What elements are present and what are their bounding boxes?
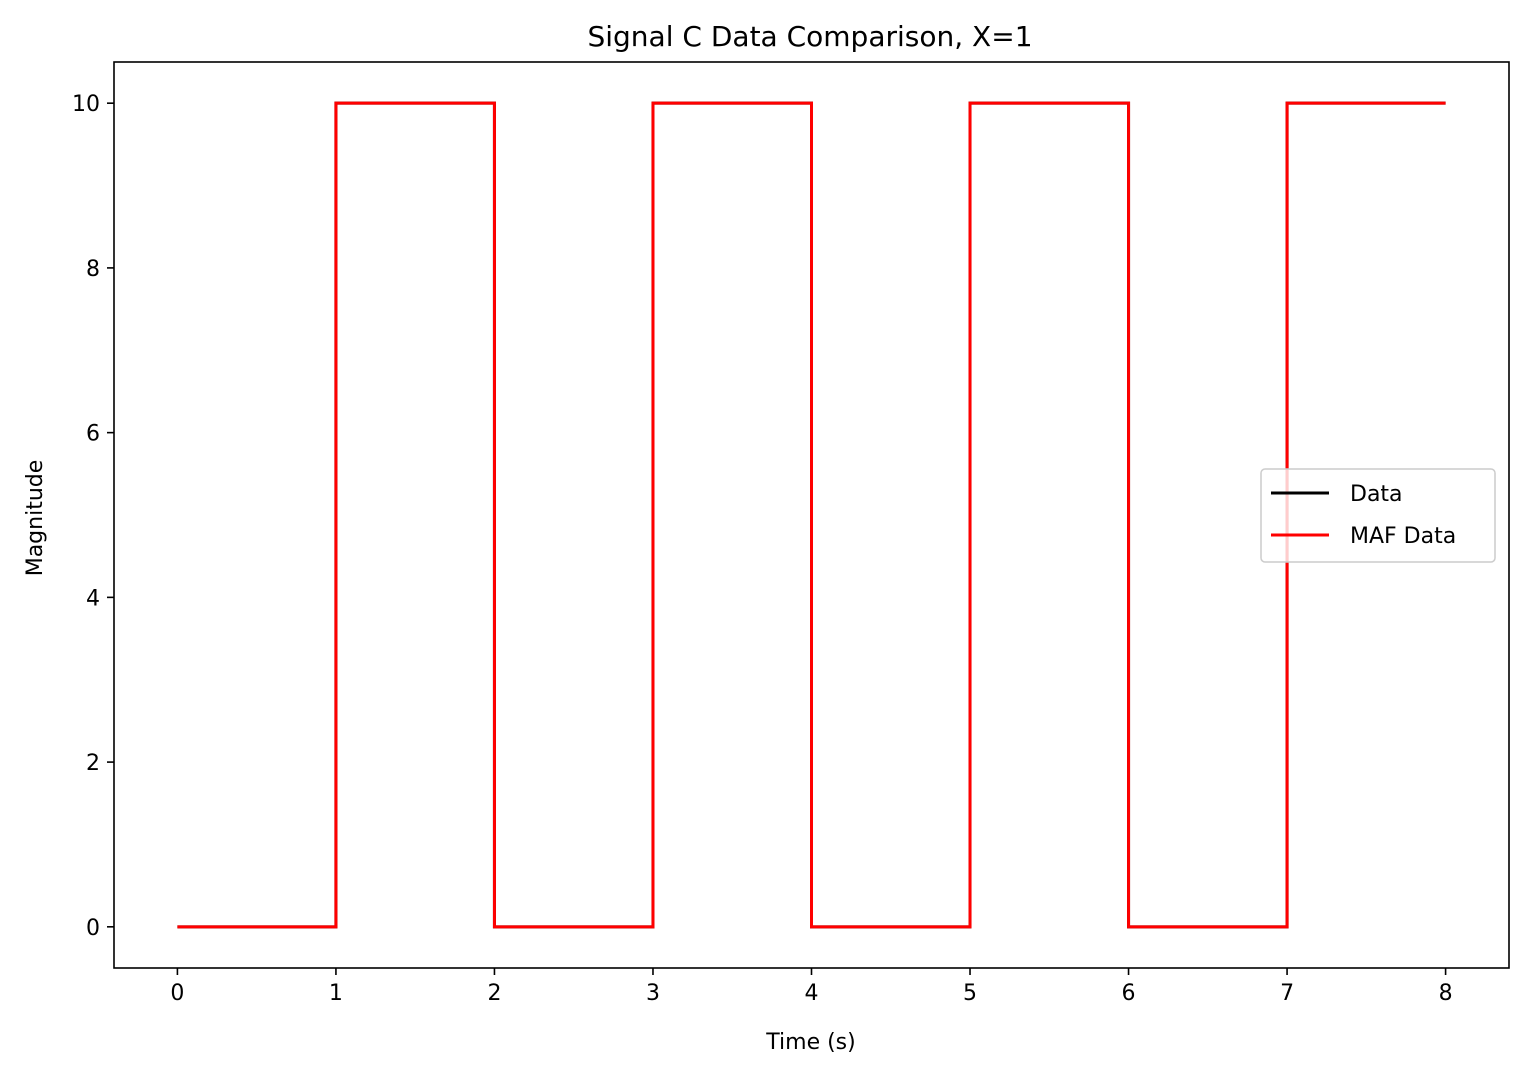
y-tick-label: 0 <box>86 916 100 941</box>
series-line-maf-data <box>177 101 1446 929</box>
x-tick-label: 2 <box>487 981 501 1006</box>
x-axis-ticks: 0 1 2 3 4 5 6 7 8 <box>170 968 1453 1006</box>
x-tick-label: 5 <box>963 981 977 1006</box>
x-tick-label: 7 <box>1280 981 1294 1006</box>
series-layer <box>177 101 1446 929</box>
y-tick-label: 10 <box>72 92 100 117</box>
y-axis-ticks: 0 2 4 6 8 10 <box>72 92 114 941</box>
chart-title: Signal C Data Comparison, X=1 <box>587 20 1032 53</box>
x-tick-label: 4 <box>805 981 819 1006</box>
x-tick-label: 6 <box>1122 981 1136 1006</box>
y-tick-label: 6 <box>86 422 100 447</box>
x-tick-label: 8 <box>1439 981 1453 1006</box>
x-axis-label: Time (s) <box>765 1030 855 1055</box>
y-axis-label: Magnitude <box>23 460 48 577</box>
legend: Data MAF Data <box>1260 468 1496 563</box>
x-tick-label: 0 <box>170 981 184 1006</box>
y-tick-label: 2 <box>86 751 100 776</box>
x-tick-label: 3 <box>646 981 660 1006</box>
legend-label-maf-data: MAF Data <box>1350 524 1456 549</box>
x-tick-label: 1 <box>329 981 343 1006</box>
y-tick-label: 4 <box>86 586 100 611</box>
y-tick-label: 8 <box>86 257 100 282</box>
legend-label-data: Data <box>1350 482 1403 507</box>
